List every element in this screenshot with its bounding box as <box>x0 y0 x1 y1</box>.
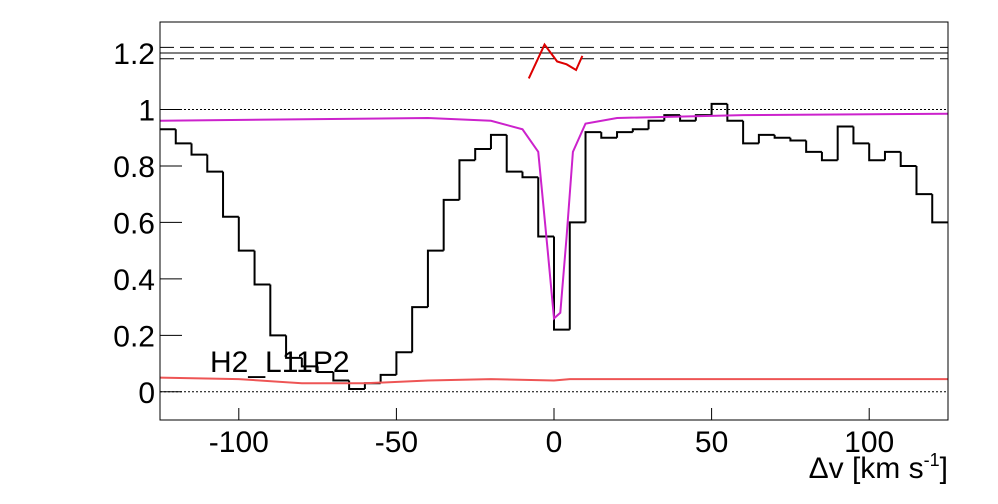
x-tick-label: 50 <box>695 426 728 459</box>
annotation: H2_L11P2 <box>210 346 350 379</box>
histogram-bin <box>836 125 854 161</box>
histogram-bin <box>631 128 649 133</box>
histogram-bin <box>868 143 885 162</box>
histogram-bin <box>411 306 428 353</box>
histogram-bin <box>757 133 775 144</box>
x-tick-label: 100 <box>844 426 894 459</box>
histogram-bin <box>222 171 239 218</box>
histogram-bin <box>237 216 255 252</box>
histogram-bin <box>174 129 192 145</box>
histogram-bin <box>852 126 870 145</box>
histogram-bin <box>253 250 271 286</box>
histogram-bin <box>300 357 318 368</box>
histogram-bin <box>931 194 948 224</box>
histogram-bin <box>474 148 491 161</box>
histogram-bin <box>458 159 476 200</box>
histogram-bin <box>820 151 838 162</box>
histogram-bin <box>285 335 302 359</box>
histogram-bin <box>710 102 728 116</box>
overlay-line <box>159 112 949 321</box>
y-tick-label: 0.8 <box>113 151 155 184</box>
histogram-bin <box>395 351 413 375</box>
histogram-bin <box>805 140 822 153</box>
y-tick-label: 0.4 <box>113 264 155 297</box>
y-tick-label: 1 <box>138 95 155 128</box>
histogram-bin <box>773 134 791 139</box>
histogram-bin <box>915 165 933 196</box>
histogram-bin <box>426 249 444 308</box>
histogram-bin <box>553 236 570 331</box>
histogram-bin <box>332 372 350 382</box>
histogram-bin <box>883 150 901 161</box>
histogram-bin <box>537 177 554 238</box>
x-label-text: Δv [km s <box>809 452 924 485</box>
x-tick-label: -50 <box>375 426 418 459</box>
histogram-bin <box>190 143 208 156</box>
histogram-bin <box>600 132 618 139</box>
histogram-bin <box>505 134 523 173</box>
x-tick-label: -100 <box>209 426 269 459</box>
histogram-bin <box>584 131 602 223</box>
histogram-bin <box>379 373 397 384</box>
histogram-bin <box>521 171 539 179</box>
y-tick-label: 0 <box>138 377 155 410</box>
y-tick-label: 0.2 <box>113 320 155 353</box>
histogram-bin <box>726 103 744 122</box>
histogram-bin <box>206 154 224 173</box>
histogram-bin <box>899 151 917 167</box>
overlay-line <box>527 42 584 79</box>
histogram-bin <box>489 133 507 150</box>
y-tick-label: 1.2 <box>113 38 155 71</box>
histogram-bin <box>663 114 681 121</box>
histogram-bin <box>442 198 460 251</box>
x-label-sup: -1 <box>924 450 940 470</box>
x-axis-label: Δv [km s-1] <box>809 450 948 485</box>
histogram-bin <box>616 131 633 138</box>
histogram-bin <box>568 221 586 330</box>
histogram-bin <box>742 120 759 145</box>
histogram-bin <box>348 380 365 390</box>
overlay-line <box>159 376 948 385</box>
histogram-bin <box>789 137 807 142</box>
histogram-bin <box>316 366 334 374</box>
x-tick-label: 0 <box>546 426 563 459</box>
y-tick-label: 0.6 <box>113 207 155 240</box>
histogram-bin <box>269 284 287 337</box>
x-label-end: ] <box>940 452 948 485</box>
histogram-bin <box>647 119 665 130</box>
